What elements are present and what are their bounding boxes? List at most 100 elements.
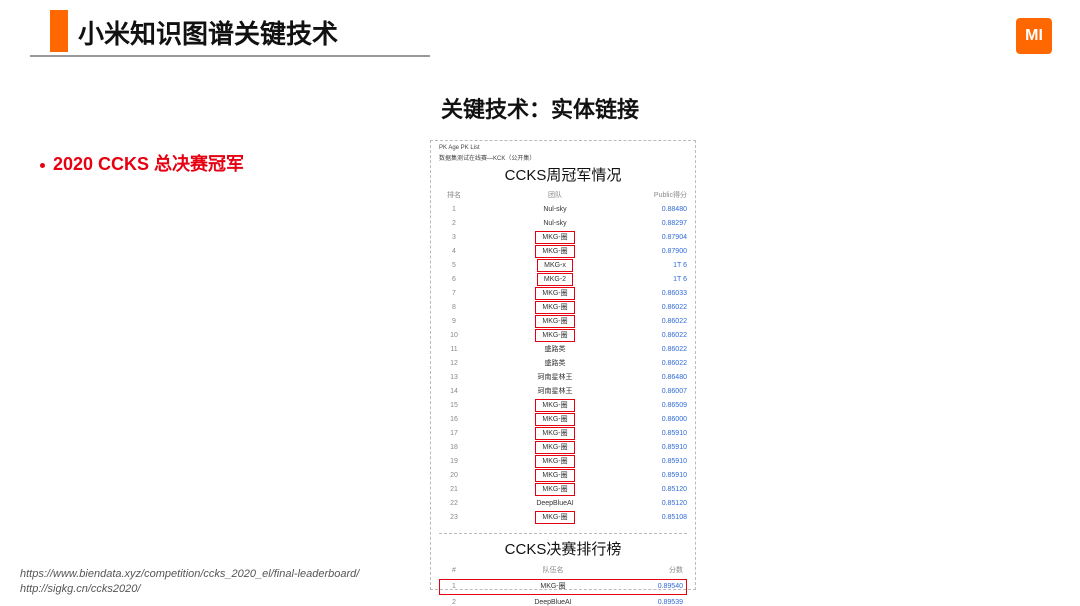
cell-team: 盛路类 (469, 343, 641, 357)
cell-rank: 5 (439, 259, 469, 273)
bullet-dot (40, 163, 45, 168)
cell-rank: 11 (439, 343, 469, 357)
table-row: 22DeepBlueAI0.85120 (439, 497, 687, 511)
cell-team: Nul-sky (469, 203, 641, 217)
cell-rank: 6 (439, 273, 469, 287)
table-row: 6 MKG-2 1T 6 (439, 273, 687, 287)
weekly-meta-2: 数据集测试在线赛—KCK（公开集） (439, 153, 687, 162)
col-rank: 排名 (439, 189, 469, 203)
cell-team: MKG-圈 (469, 287, 641, 301)
cell-rank: 12 (439, 357, 469, 371)
cell-rank: 18 (439, 441, 469, 455)
footer-links: https://www.biendata.xyz/competition/cck… (20, 567, 359, 596)
table-row: 19MKG-圈0.85910 (439, 455, 687, 469)
weekly-rows: 1Nul-sky0.884802Nul-sky0.882973MKG-圈0.87… (439, 203, 687, 525)
weekly-meta-1: PK Age PK List (439, 145, 687, 151)
col-rank: # (439, 564, 469, 578)
cell-score: 0.85910 (641, 469, 687, 483)
cell-score: 0.85108 (641, 511, 687, 525)
highlight-box: MKG-圈 (535, 315, 574, 328)
table-row: 17MKG-圈0.85910 (439, 427, 687, 441)
cell-rank: 21 (439, 483, 469, 497)
cell-team: DeepBlueAI (469, 497, 641, 511)
cell-score: 0.89539 (637, 596, 687, 606)
slide-subtitle: 关键技术：实体链接 (0, 92, 1080, 124)
cell-rank: 23 (439, 511, 469, 525)
cell-score: 0.86022 (641, 315, 687, 329)
cell-rank: 4 (439, 245, 469, 259)
cell-rank: 10 (439, 329, 469, 343)
highlight-box: MKG-圈 (535, 301, 574, 314)
highlight-box: MKG-圈 (535, 287, 574, 300)
table-row: 18MKG-圈0.85910 (439, 441, 687, 455)
cell-rank: 19 (439, 455, 469, 469)
highlight-box: MKG-圈 (535, 231, 574, 244)
table-row: 9MKG-圈0.86022 (439, 315, 687, 329)
cell-team: MKG-圈 (469, 511, 641, 525)
table-row: 21 MKG-圈 0.85120 (439, 483, 687, 497)
table-row: 5MKG-x1T 6 (439, 259, 687, 273)
cell-rank: 1 (439, 203, 469, 217)
table-row: 14珂南星林王0.86007 (439, 385, 687, 399)
cell-team: MKG-圈 (469, 301, 641, 315)
cell-team: MKG-圈 (469, 427, 641, 441)
table-row: 12盛路类0.86022 (439, 357, 687, 371)
cell-score: 0.87904 (641, 231, 687, 245)
cell-team: MKG-圈 (469, 580, 637, 594)
slide-title: 小米知识图谱关键技术 (78, 14, 338, 51)
final-title: CCKS决赛排行榜 (439, 538, 687, 559)
table-row: 16MKG-圈0.86000 (439, 413, 687, 427)
cell-rank: 3 (439, 231, 469, 245)
highlight-box: MKG-圈 (535, 329, 574, 342)
footer-link-2[interactable]: http://sigkg.cn/ccks2020/ (20, 583, 140, 595)
table-row: 2Nul-sky0.88297 (439, 217, 687, 231)
highlight-box: MKG-圈 (535, 441, 574, 454)
cell-rank: 15 (439, 399, 469, 413)
cell-team: MKG-圈 (469, 469, 641, 483)
cell-score: 0.85120 (641, 483, 687, 497)
cell-score: 1T 6 (641, 273, 687, 287)
cell-score: 0.86509 (641, 399, 687, 413)
cell-team: MKG-圈 (469, 413, 641, 427)
cell-score: 0.88480 (641, 203, 687, 217)
table-row: 2DeepBlueAI0.89539 (439, 595, 687, 606)
table-row: 4MKG-圈0.87900 (439, 245, 687, 259)
cell-team: MKG-2 (469, 273, 641, 287)
cell-score: 0.86033 (641, 287, 687, 301)
table-row: 15 MKG-圈 0.86509 (439, 399, 687, 413)
table-row: 1MKG-圈0.89540 (439, 579, 687, 595)
col-score: 分数 (637, 564, 687, 578)
final-table: # 队伍名 分数 1MKG-圈0.895402DeepBlueAI0.89539… (439, 563, 687, 606)
weekly-header-row: 排名 团队 Public得分 (439, 189, 687, 203)
highlight-box: MKG-圈 (535, 399, 574, 412)
cell-rank: 1 (439, 580, 469, 594)
cell-team: MKG-圈 (469, 245, 641, 259)
leaderboard-panel: PK Age PK List 数据集测试在线赛—KCK（公开集） CCKS周冠军… (430, 140, 696, 590)
highlight-box: MKG-圈 (535, 483, 574, 496)
cell-rank: 20 (439, 469, 469, 483)
final-header-row: # 队伍名 分数 (439, 563, 687, 579)
weekly-title: CCKS周冠军情况 (439, 164, 687, 185)
cell-team: MKG-圈 (469, 231, 641, 245)
cell-score: 0.86022 (641, 343, 687, 357)
cell-score: 0.86007 (641, 385, 687, 399)
cell-score: 0.89540 (637, 580, 687, 594)
highlight-box: MKG-2 (537, 273, 573, 286)
cell-score: 0.87900 (641, 245, 687, 259)
footer-link-1[interactable]: https://www.biendata.xyz/competition/cck… (20, 568, 359, 580)
highlight-box: MKG-圈 (535, 413, 574, 426)
col-team: 团队 (469, 189, 641, 203)
bullet-text: 2020 CCKS 总决赛冠军 (53, 154, 244, 174)
highlight-box: MKG-圈 (535, 469, 574, 482)
bullet-ccks-champion: 2020 CCKS 总决赛冠军 (40, 150, 244, 176)
cell-score: 0.86022 (641, 301, 687, 315)
cell-team: MKG-圈 (469, 441, 641, 455)
cell-team: Nul-sky (469, 217, 641, 231)
highlight-box: MKG-圈 (535, 511, 574, 524)
table-row: 20 MKG-圈 0.85910 (439, 469, 687, 483)
cell-score: 1T 6 (641, 259, 687, 273)
cell-score: 0.86022 (641, 329, 687, 343)
cell-score: 0.86000 (641, 413, 687, 427)
cell-rank: 2 (439, 596, 469, 606)
accent-block (50, 10, 68, 52)
